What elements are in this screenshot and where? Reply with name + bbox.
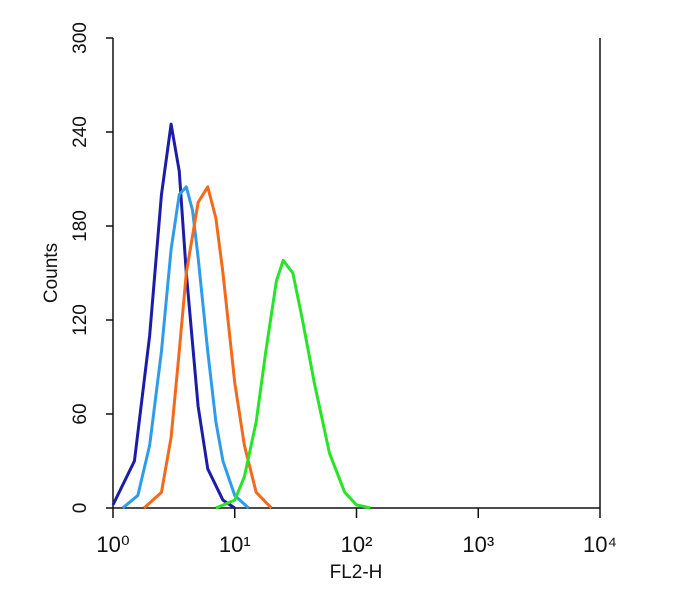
- histogram-line: [143, 185, 273, 510]
- y-tick-label: 60: [70, 403, 91, 424]
- x-tick-label: 10⁴: [583, 532, 617, 557]
- y-tick-label: 180: [70, 210, 91, 242]
- y-tick-label: 0: [70, 503, 91, 514]
- x-axis-label: FL2-H: [330, 562, 383, 583]
- histogram-line: [111, 122, 236, 510]
- y-tick-label: 300: [70, 22, 91, 54]
- histogram-line: [121, 185, 250, 510]
- x-tick-label: 10⁰: [96, 532, 129, 557]
- x-tick-label: 10²: [341, 532, 373, 557]
- y-tick-label: 240: [70, 116, 91, 148]
- histogram-line: [215, 258, 371, 510]
- y-axis-label: Counts: [41, 243, 62, 303]
- x-tick-label: 10³: [462, 532, 494, 557]
- x-tick-label: 10¹: [219, 532, 251, 557]
- y-tick-label: 120: [70, 304, 91, 336]
